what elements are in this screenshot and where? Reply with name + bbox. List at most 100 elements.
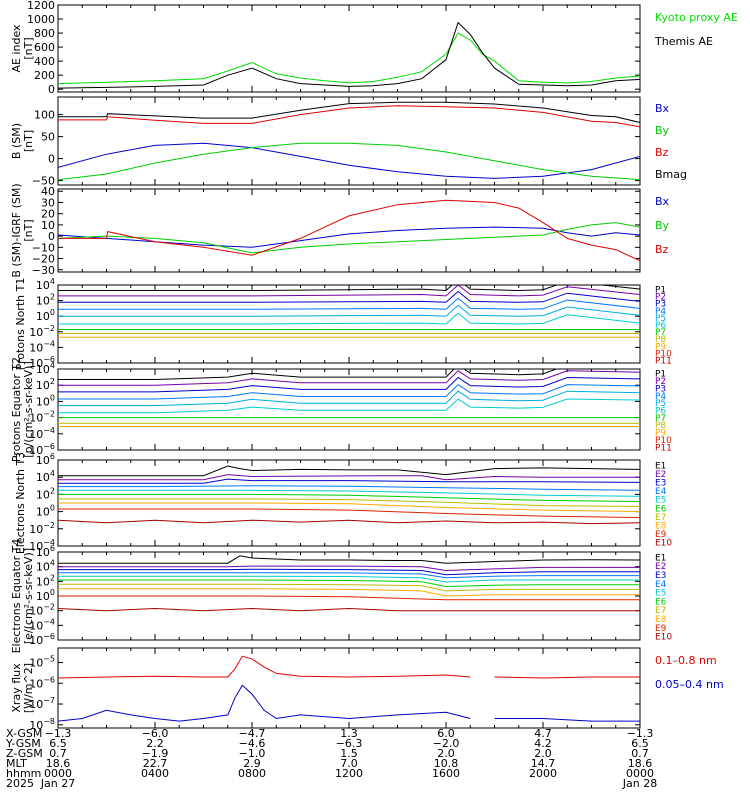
orbit-value: 0.7 [49,747,67,760]
y-tick-label: −10 [32,241,55,254]
series-line-bz [58,105,640,128]
series-line-e1 [58,465,640,477]
y-tick-label: 104 [36,559,55,574]
series-line-e2 [58,474,640,481]
series-group [58,655,640,722]
orbit-value: 18.6 [628,757,653,770]
orbit-value: 6.5 [49,737,67,750]
legend-p2: P2 [655,293,666,303]
series-line-e10 [58,607,640,612]
legend-e8: E8 [655,615,667,625]
orbit-value: 0000 [44,767,72,780]
legend-bx: Bx [655,102,670,115]
y-axis-title: Protons Equator T2 [10,357,23,462]
y-axis-unit: [p/(cm²-s-sr-keV)] [22,361,35,458]
series-group [58,369,640,427]
legend-e7: E7 [655,513,666,523]
orbit-row-label: 2025 [6,777,34,790]
orbit-value: Jan 28 [622,777,657,790]
orbit-value: 0.7 [631,747,649,760]
y-tick-label: 10−2 [29,521,55,536]
legend-e6: E6 [655,597,667,607]
orbit-value: −4.6 [239,737,266,750]
legend-p10: P10 [655,349,672,359]
series-line-e3 [58,568,640,576]
series-group [58,21,640,89]
orbit-row-label: Z-GSM [6,747,43,760]
legend-e5: E5 [655,589,666,599]
y-tick-label: 1000 [27,13,55,26]
legend-p6: P6 [655,321,666,331]
legend-themis-ae: Themis AE [654,35,713,48]
legend-p2: P2 [655,377,666,387]
legend-p6: P6 [655,407,666,417]
orbit-value: −4.7 [239,727,266,740]
series-line-p6 [58,398,640,414]
orbit-value: 18.6 [46,757,71,770]
orbit-value: 4.2 [534,737,552,750]
series-line-p1 [58,369,558,380]
orbit-value: −1.9 [142,747,169,760]
series-line-e6 [58,579,640,588]
y-axis-unit: [e/(cm²-s-sr-keV)] [22,548,35,644]
y-tick-label: 106 [36,544,55,559]
series-line-e4 [58,572,640,579]
orbit-value: −6.3 [336,737,363,750]
legend-p3: P3 [655,384,666,394]
orbit-value: −1.0 [239,747,266,760]
y-tick-label: 106 [36,452,55,467]
legend-p10: P10 [655,436,672,446]
legend-p8: P8 [655,421,666,431]
y-axis-title: AE index [10,24,23,73]
y-tick-label: 100 [36,308,55,323]
panel-frame [57,647,641,729]
series-line-bx [58,226,640,248]
series-line-kyoto-proxy-ae [58,32,640,85]
panel-frame [57,368,641,451]
legend-e10: E10 [655,539,672,549]
legend-p7: P7 [655,328,666,338]
orbit-value: −1.3 [627,727,654,740]
y-tick-label: 10−4 [29,339,55,354]
y-tick-label: 104 [36,469,55,484]
legend-p9: P9 [655,342,666,352]
orbit-value: 2.0 [534,747,552,760]
legend-p11: P11 [655,443,672,453]
legend-e2: E2 [655,470,666,480]
legend-bmag: Bmag [655,168,687,181]
series-line-p2 [58,285,640,297]
series-line-e4 [58,485,640,491]
legend-e3: E3 [655,571,666,581]
legend-e8: E8 [655,522,667,532]
orbit-value: 10.8 [434,757,459,770]
series-line-e7 [58,498,640,507]
legend-p5: P5 [655,314,666,324]
series-line-bmag [58,101,640,123]
series-line-e9 [58,508,640,519]
legend-kyoto-proxy-ae: Kyoto proxy AE [655,11,738,24]
y-tick-label: 100 [34,109,55,122]
legend-e6: E6 [655,504,667,514]
y-tick-label: 0 [48,153,55,166]
series-line-e5 [58,575,640,583]
y-tick-label: 1200 [27,0,55,12]
series-group [58,465,640,525]
panel-frame [57,96,641,186]
y-tick-label: 102 [36,486,55,501]
series-line-p3 [58,376,640,393]
legend-p11: P11 [655,356,672,366]
series-group [58,555,640,612]
y-tick-label: 10 [41,219,55,232]
legend-p5: P5 [655,399,666,409]
series-line-e2 [58,565,640,572]
legend-bx: Bx [655,195,670,208]
legend-p1: P1 [655,286,666,296]
y-tick-label: 0 [48,83,55,96]
orbit-row-label: MLT [6,757,27,770]
y-tick-label: −50 [32,175,55,188]
